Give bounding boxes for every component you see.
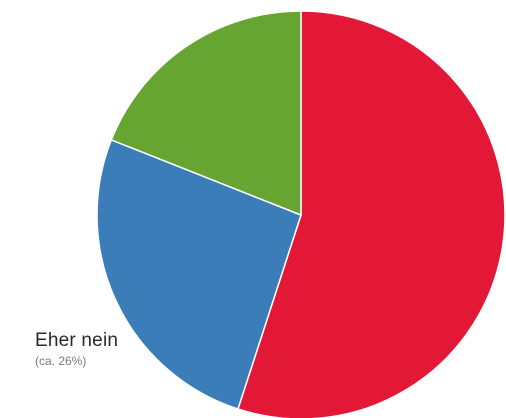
slice-label-value: (ca. 26%): [35, 354, 87, 368]
pie-slice-green: [110, 10, 302, 217]
pie-slices: [96, 10, 506, 418]
pie-slice-red: [237, 10, 506, 418]
slice-label-name: Eher nein: [35, 330, 119, 351]
slice-label-eher-nein: Eher nein (ca. 26%): [35, 330, 118, 368]
pie-slice-blue: [96, 138, 302, 410]
